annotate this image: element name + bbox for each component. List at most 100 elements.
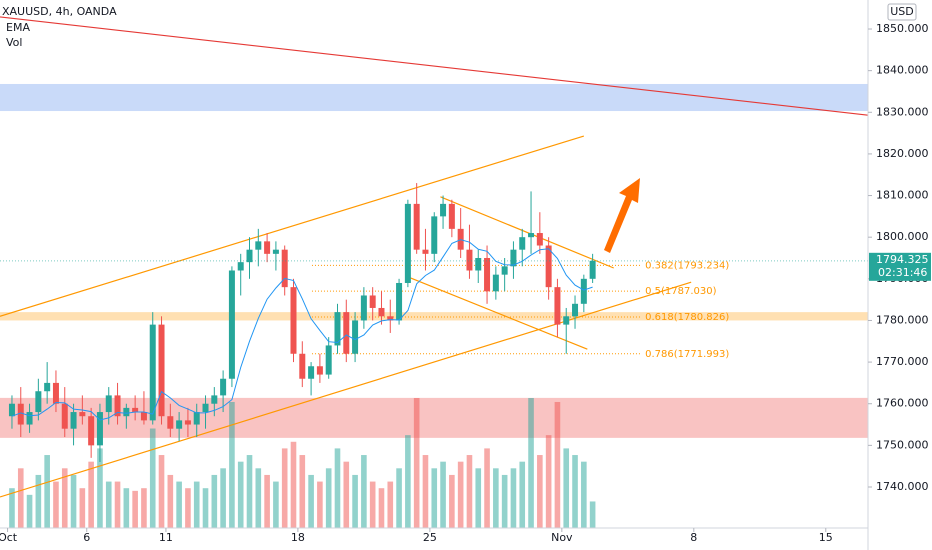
volume-bar [537,455,543,528]
candle-body [105,395,112,413]
volume-bar [405,435,411,528]
candle-body [167,416,174,429]
candle-body [396,282,403,321]
volume-bar [554,401,561,528]
candle-body [246,249,253,263]
currency[interactable]: USD [890,5,914,18]
volume-bar [255,468,262,528]
volume-bar [185,488,191,528]
volume-bar [264,474,270,528]
candle-body [176,420,183,429]
volume-bar [449,474,455,528]
symbol-title: XAUUSD, 4h, OANDA [2,5,117,18]
volume-bar [457,461,464,528]
candle-body [545,245,552,288]
volume-bar [563,448,570,528]
candle-body [132,407,139,413]
trendline [0,281,692,498]
candle-body [528,233,535,238]
volume-bar [466,455,473,528]
currency-box[interactable] [887,3,917,21]
candle-body [360,295,367,321]
trendline [410,277,588,350]
volume-bar [378,488,385,528]
candle-body [114,395,121,417]
volume-bar [88,461,94,528]
candle-body [220,378,227,396]
candle-body [211,395,218,404]
volume-bar [440,461,446,528]
trendline [0,135,585,317]
price-tag [869,252,931,281]
candle-body [79,412,86,417]
candle-body [158,324,165,417]
candle-body [554,287,561,325]
fib-label: 0.5(1787.030) [645,286,717,297]
volume-bar [422,455,429,528]
volume-bar [501,474,508,528]
zone [0,397,868,438]
candle-body [589,260,596,279]
y-tick-label: 1800.000 [876,230,929,243]
volume-bar [53,481,59,528]
candle-body [475,258,482,271]
candle-body [52,382,59,404]
candle-body [334,312,341,346]
volume-bar [220,468,226,528]
candle-body [519,237,526,250]
volume-bar [167,474,174,528]
candle-body [149,324,156,421]
candle-body [572,303,579,317]
candle-body [563,316,570,325]
volume-bar [97,448,103,528]
x-tick-label: 6 [83,531,90,544]
indicator-label: EMA [6,21,30,34]
x-tick-label: Nov [551,531,573,544]
volume-bar [352,474,358,528]
volume-bar [9,488,15,528]
candle-body [8,403,15,417]
candle-body [123,407,130,417]
candle-body [536,233,543,246]
candle-body [422,249,429,254]
volume-bar [79,488,86,528]
arrow [604,178,640,253]
volume-bar [149,428,156,528]
volume-bar [299,455,306,528]
trendline [0,16,869,116]
volume-bar [211,474,218,528]
volume-bar [193,481,200,528]
candle-body [281,249,288,288]
candle-body [255,241,262,250]
candle-body [413,203,420,250]
candle-body [492,274,499,292]
x-tick-label: Oct [0,531,18,544]
candle-body [70,412,77,429]
candle-body [378,307,385,317]
volume-bar [361,455,367,528]
candle-body [237,262,244,271]
volume-bar [431,468,438,528]
candle-body [501,266,508,275]
volume-bar [70,474,77,528]
candle-body [404,203,411,283]
volume-bar [273,481,279,528]
volume-bar [493,468,499,528]
plot-area [0,16,869,528]
volume-bar [528,398,534,528]
volume-bar [325,468,332,528]
y-tick-label: 1810.000 [876,189,929,202]
y-tick-label: 1750.000 [876,438,929,451]
candle-body [96,412,103,446]
x-tick-label: 15 [819,531,833,544]
candle-body [88,416,95,446]
candle-body [193,412,200,425]
candle-body [580,278,587,304]
volume-bar [589,501,596,528]
candle-body [44,382,51,392]
x-tick-label: 8 [690,531,697,544]
volume-bar [176,481,182,528]
x-tick-label: 11 [159,531,173,544]
candle-body [369,295,376,308]
